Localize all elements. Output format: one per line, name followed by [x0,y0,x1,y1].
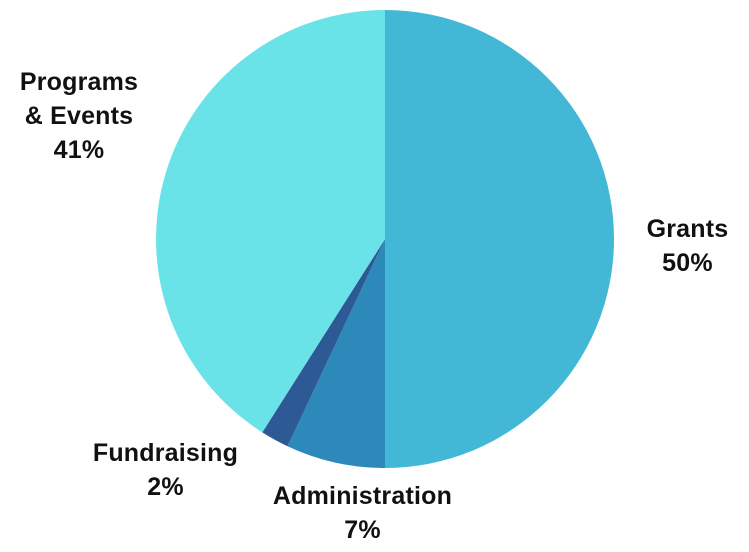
label-programs-percent: 41% [53,135,105,164]
pie-slice-administration [287,239,385,468]
label-administration-name: Administration [272,482,453,510]
label-administration: Administration 7% [255,480,470,548]
label-grants-name: Grants [646,215,729,243]
label-grants: Grants 50% [630,213,745,281]
pie-slice-fundraising [262,239,385,447]
pie-slice-grants [385,10,614,468]
label-fundraising: Fundraising 2% [78,437,253,505]
label-programs-line2: & Events [24,101,134,130]
label-programs-line1: Programs [19,68,139,96]
pie-slice-programs-events [156,10,385,433]
label-fundraising-name: Fundraising [92,439,239,467]
label-administration-percent: 7% [344,515,381,544]
label-fundraising-percent: 2% [147,472,184,501]
label-grants-percent: 50% [662,248,713,277]
label-programs-events: Programs & Events 41% [0,66,158,167]
